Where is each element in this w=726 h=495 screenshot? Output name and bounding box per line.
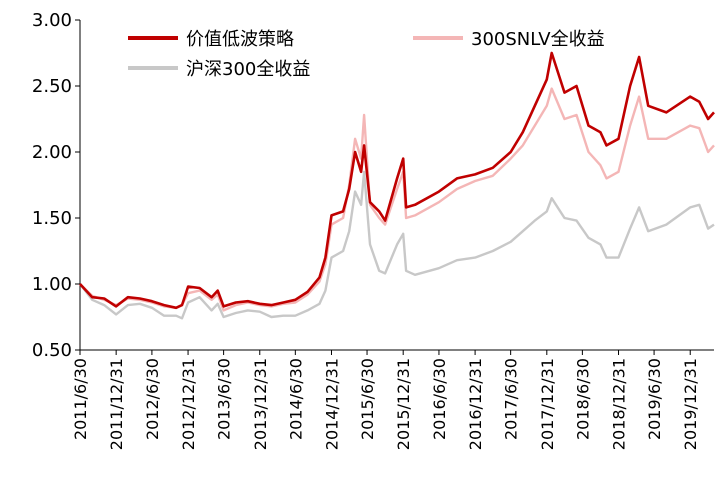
x-tick-label: 2011/6/30 (71, 358, 90, 440)
y-tick-label: 3.00 (32, 10, 72, 31)
x-tick-label: 2016/6/30 (430, 358, 449, 440)
x-tick-label: 2018/12/31 (610, 358, 629, 450)
x-tick-label: 2016/12/31 (466, 358, 485, 450)
x-tick-label: 2014/12/31 (322, 358, 341, 450)
y-tick-group: 0.50 1.00 1.50 2.00 2.50 3.00 (32, 10, 80, 361)
y-tick-label: 2.50 (32, 76, 72, 97)
axes (79, 20, 714, 351)
y-tick-label: 1.00 (32, 274, 72, 295)
x-tick-label: 2012/12/31 (179, 358, 198, 450)
x-tick-label: 2018/6/30 (573, 358, 592, 440)
legend-label: 沪深300全收益 (186, 59, 310, 80)
legend-label: 价值低波策略 (186, 29, 294, 50)
series-line-csi300 (79, 170, 715, 320)
x-tick-label: 2015/6/30 (358, 358, 377, 440)
legend-entry-csi300: 沪深300全收益 (128, 59, 310, 80)
y-tick-label: 2.00 (32, 142, 72, 163)
x-tick-label: 2017/12/31 (538, 358, 557, 450)
x-tick-label: 2017/6/30 (502, 358, 521, 440)
x-tick-label: 2015/12/31 (394, 358, 413, 450)
x-tick-label: 2019/12/31 (681, 358, 700, 450)
legend-label: 300SNLV全收益 (471, 29, 605, 50)
x-tick-label: 2011/12/31 (107, 358, 126, 450)
legend-entry-value-low-vol: 价值低波策略 (128, 29, 294, 50)
legend: 价值低波策略 300SNLV全收益 沪深300全收益 (128, 29, 605, 80)
x-tick-group: 2011/6/30 2011/12/31 2012/6/30 2012/12/31 20… (71, 350, 700, 450)
x-tick-label: 2013/6/30 (215, 358, 234, 440)
y-tick-label: 1.50 (32, 208, 72, 229)
x-tick-label: 2019/6/30 (645, 358, 664, 440)
series-lines (79, 51, 715, 320)
x-tick-label: 2012/6/30 (143, 358, 162, 440)
series-line-300snlv (79, 87, 715, 312)
x-tick-label: 2014/6/30 (286, 358, 305, 440)
y-tick-label: 0.50 (32, 340, 72, 361)
legend-entry-300snlv: 300SNLV全收益 (413, 29, 605, 50)
series-line-value-low-vol (79, 51, 715, 310)
x-tick-label: 2013/12/31 (251, 358, 270, 450)
